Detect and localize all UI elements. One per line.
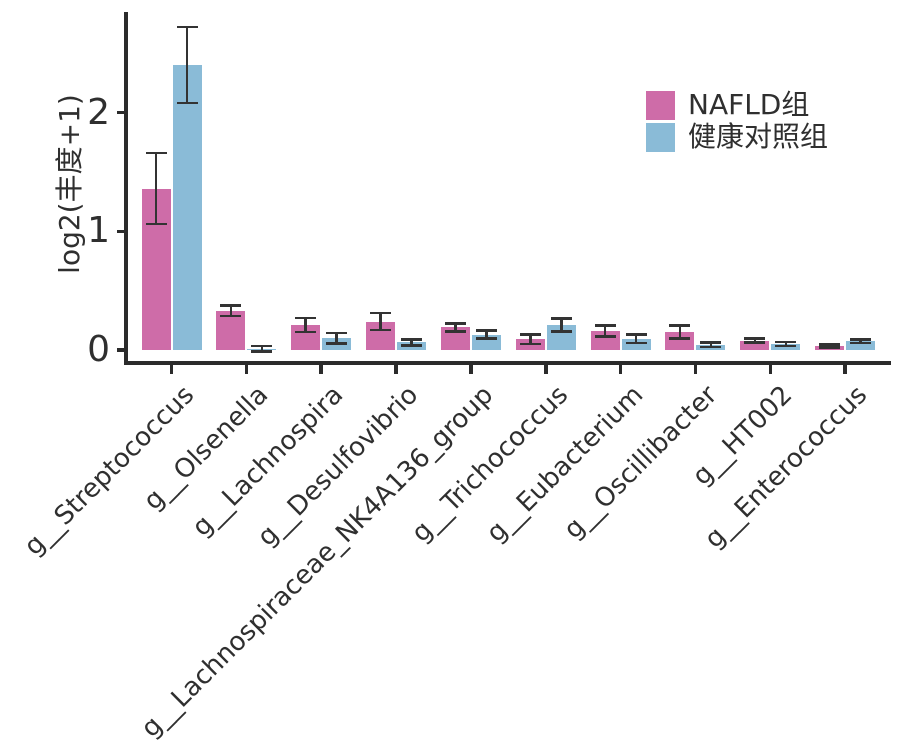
error-bar-cap-top <box>519 333 541 336</box>
y-tick-label: 0 <box>87 329 110 370</box>
x-axis-line <box>124 361 891 365</box>
y-tick <box>117 229 127 233</box>
error-bar-cap-top <box>444 322 466 325</box>
error-bar-cap-bottom <box>444 330 466 333</box>
error-bar-cap-top <box>550 317 572 320</box>
x-tick <box>693 365 698 374</box>
bar <box>740 340 770 350</box>
error-bar-cap-top <box>625 333 647 336</box>
error-bar-line <box>185 27 189 103</box>
x-tick <box>843 365 847 374</box>
error-bar-cap-bottom <box>625 341 647 345</box>
error-bar-cap-bottom <box>295 330 317 334</box>
error-bar-line <box>454 323 457 332</box>
y-tick <box>117 348 127 352</box>
error-bar-cap-bottom <box>326 342 348 345</box>
error-bar-line <box>335 332 338 344</box>
legend-label-nafld: NAFLD组 <box>688 88 810 121</box>
bar <box>665 332 695 350</box>
error-bar-line <box>229 305 233 317</box>
error-bar-cap-top <box>594 324 616 327</box>
error-bar-line <box>529 334 532 345</box>
error-bar-line <box>260 346 264 352</box>
legend-item-nafld: NAFLD组 <box>646 89 809 121</box>
bar <box>846 341 876 350</box>
error-bar-line <box>379 313 382 330</box>
bar <box>621 338 651 350</box>
error-bar-cap-bottom <box>594 335 616 338</box>
y-tick-label: 1 <box>87 210 110 252</box>
error-bar-line <box>154 152 158 225</box>
y-tick-label: 2 <box>87 91 110 133</box>
x-tick <box>319 365 323 374</box>
error-bar-line <box>485 330 488 339</box>
error-bar-line <box>709 342 713 348</box>
error-bar-cap-top <box>669 324 691 327</box>
error-bar-cap-top <box>775 340 797 344</box>
error-bar-cap-bottom <box>475 337 497 340</box>
error-bar-line <box>410 339 413 346</box>
legend-item-control: 健康对照组 <box>646 121 828 153</box>
bar <box>172 65 202 350</box>
bar <box>440 327 470 350</box>
error-bar-cap-bottom <box>550 330 572 333</box>
legend-label-control: 健康对照组 <box>688 120 829 153</box>
error-bar-cap-top <box>401 338 423 341</box>
error-bar-cap-top <box>295 316 317 320</box>
x-tick <box>394 365 398 374</box>
error-bar-cap-top <box>475 329 497 332</box>
error-bar-cap-top <box>326 331 348 335</box>
error-bar-line <box>560 318 563 332</box>
y-axis-line <box>124 12 128 365</box>
y-tick <box>117 110 127 115</box>
error-bar-cap-bottom <box>775 344 797 348</box>
legend-swatch-nafld <box>646 90 675 120</box>
error-bar-cap-top <box>145 151 167 155</box>
error-bar-line <box>678 325 682 339</box>
error-bar-cap-bottom <box>744 341 766 344</box>
error-bar-cap-bottom <box>176 101 198 105</box>
error-bar-line <box>784 341 788 347</box>
error-bar-cap-bottom <box>401 344 423 347</box>
error-bar-cap-bottom <box>669 337 691 340</box>
error-bar-cap-top <box>819 343 841 346</box>
error-bar-line <box>753 338 757 343</box>
error-bar-cap-bottom <box>145 222 167 226</box>
y-axis-label: log2(丰度+1) <box>53 94 86 274</box>
x-tick <box>244 365 249 374</box>
error-bar-line <box>859 339 862 343</box>
x-tick <box>768 365 773 374</box>
error-bar-cap-bottom <box>251 350 273 353</box>
error-bar-line <box>603 325 607 337</box>
error-bar-cap-top <box>176 25 198 29</box>
error-bar-cap-top <box>850 338 872 341</box>
error-bar-line <box>304 317 307 333</box>
error-bar-cap-top <box>700 341 722 344</box>
error-bar-cap-bottom <box>370 328 392 332</box>
error-bar-cap-bottom <box>519 342 541 346</box>
error-bar-line <box>634 334 638 343</box>
legend-swatch-control <box>646 122 675 152</box>
x-tick <box>469 365 473 374</box>
error-bar-cap-top <box>220 304 242 307</box>
error-bar-cap-top <box>370 311 392 315</box>
error-bar-cap-bottom <box>850 341 872 345</box>
error-bar-cap-bottom <box>819 346 841 349</box>
error-bar-cap-bottom <box>700 345 722 349</box>
x-tick <box>169 365 174 374</box>
error-bar-cap-bottom <box>220 314 242 318</box>
x-tick <box>618 365 623 374</box>
error-bar-cap-top <box>251 344 273 348</box>
error-bar-cap-top <box>744 337 766 340</box>
error-bar-line <box>828 344 831 348</box>
x-tick <box>544 365 548 374</box>
